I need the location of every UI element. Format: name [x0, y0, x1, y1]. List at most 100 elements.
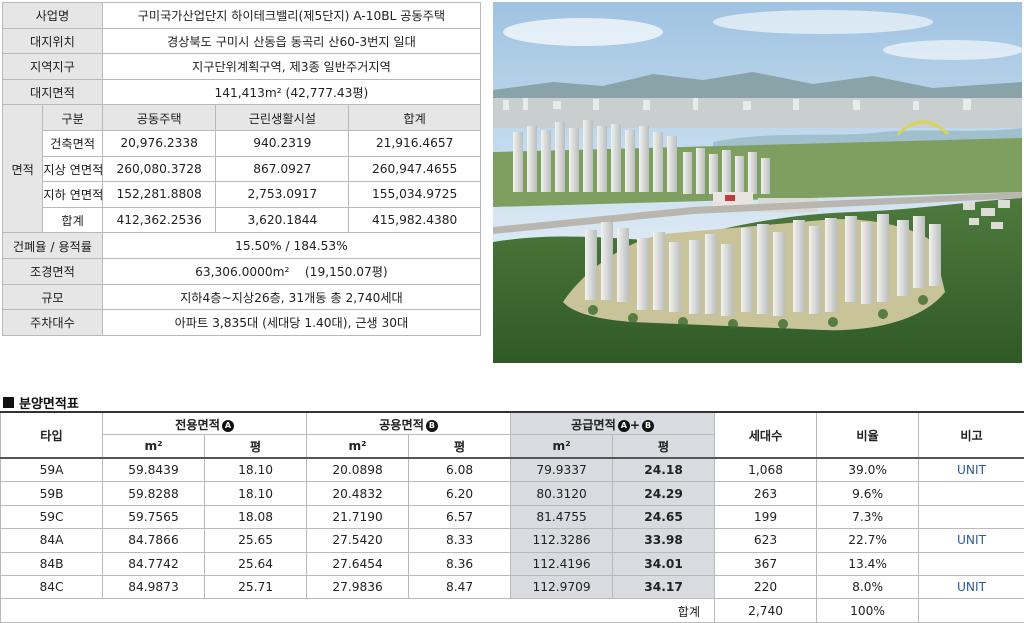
table-row: 59B 59.8288 18.10 20.4832 6.20 80.3120 2…: [0, 481, 1024, 506]
ratio-cell: 39.0%: [816, 457, 920, 483]
area-cell: 260,080.3728: [101, 155, 217, 183]
overview-row-zone: 지역지구 지구단위계획구역, 제3종 일반주거지역: [2, 53, 482, 80]
aerial-view-illustration: [493, 2, 1022, 363]
scale-value: 지하4층~지상26층, 31개동 총 2,740세대: [101, 283, 482, 311]
area-cell: 867.0927: [215, 155, 350, 183]
area-cell: 3,620.1844: [215, 206, 350, 234]
exclusive-m2-cell: 59.7565: [102, 504, 205, 530]
unit-link[interactable]: UNIT: [918, 574, 1024, 600]
overview-row-landscape: 조경면적 63,306.0000m² (19,150.07평): [2, 257, 482, 285]
supply-header-text: 공급면적: [571, 417, 616, 432]
location-value: 경상북도 구미시 산동읍 동곡리 산60-3번지 일대: [101, 27, 482, 55]
overview-row-location: 대지위치 경상북도 구미시 산동읍 동곡리 산60-3번지 일대: [2, 27, 482, 55]
exclusive-m2-cell: 59.8288: [102, 481, 205, 506]
area-cell: 2,753.0917: [215, 181, 350, 208]
area-cell: 20,976.2338: [101, 129, 217, 157]
common-m2-cell: 20.4832: [306, 481, 410, 506]
sale-area-section-title: 분양면적표: [3, 394, 79, 412]
area-header-housing: 공동주택: [101, 104, 217, 131]
supply-m2-cell: 81.4755: [510, 504, 614, 530]
ratio-cell: 9.6%: [816, 481, 920, 506]
common-m2-cell: 20.0898: [306, 457, 410, 483]
area-cell: 152,281.8808: [101, 181, 217, 208]
unit-link[interactable]: UNIT: [918, 457, 1024, 483]
households-cell: 623: [714, 528, 818, 553]
households-header: 세대수: [714, 411, 818, 459]
area-cell: 412,362.2536: [101, 206, 217, 234]
common-header-text: 공용면적: [379, 417, 424, 432]
households-cell: 367: [714, 551, 818, 576]
table-row: 84C 84.9873 25.71 27.9836 8.47 112.9709 …: [0, 574, 1024, 600]
area-header-row: 면적 구분 공동주택 근린생활시설 합계: [1, 104, 481, 234]
location-label: 대지위치: [2, 27, 103, 55]
area-cell: 155,034.9725: [348, 181, 481, 208]
area-cell: 415,982.4380: [348, 206, 481, 234]
area-row-label: 합계: [42, 206, 103, 234]
supply-area-header: 공급면적 A + B: [510, 411, 716, 435]
exclusive-header-text: 전용면적: [175, 417, 220, 432]
area-cell: 260,947.4655: [348, 155, 481, 183]
square-bullet-icon: [3, 396, 14, 408]
supply-pyeong-cell: 34.17: [612, 574, 716, 600]
unit-pyeong-header: 평: [612, 434, 716, 459]
type-cell: 59C: [0, 504, 103, 530]
common-pyeong-cell: 8.33: [408, 528, 512, 553]
common-m2-cell: 27.6454: [306, 551, 410, 576]
coverage-label: 건폐율 / 용적률: [2, 232, 103, 259]
supply-m2-cell: 112.9709: [510, 574, 614, 600]
badge-a-icon: A: [617, 419, 630, 432]
type-cell: 59A: [0, 457, 103, 483]
common-area-header: 공용면적 B: [306, 411, 512, 435]
area-cell: 940.2319: [215, 129, 350, 157]
ratio-cell: 7.3%: [816, 504, 920, 530]
common-pyeong-cell: 8.47: [408, 574, 512, 600]
common-pyeong-cell: 8.36: [408, 551, 512, 576]
landscape-label: 조경면적: [2, 257, 103, 285]
area-row: 합계 412,362.2536 3,620.1844 415,982.4380: [3, 206, 481, 234]
ratio-header: 비율: [816, 411, 920, 459]
exclusive-pyeong-cell: 25.71: [203, 574, 308, 600]
supply-pyeong-cell: 24.29: [612, 481, 716, 506]
exclusive-pyeong-cell: 18.10: [203, 457, 308, 483]
sale-table-header-row: 타입 전용면적 A 공용면적 B 공급면적 A + B 세대수 비율 비고: [0, 411, 1024, 459]
zone-value: 지구단위계획구역, 제3종 일반주거지역: [101, 53, 482, 80]
unit-m2-header: m²: [102, 434, 205, 459]
area-row-label: 지상 연면적: [42, 155, 103, 183]
parking-value: 아파트 3,835대 (세대당 1.40대), 근생 30대: [101, 309, 482, 336]
common-pyeong-cell: 6.57: [408, 504, 512, 530]
area-header-total: 합계: [348, 104, 481, 131]
badge-b-icon: B: [642, 419, 655, 432]
scale-label: 규모: [2, 283, 103, 311]
unit-link[interactable]: UNIT: [918, 528, 1024, 553]
area-label: 면적: [1, 104, 44, 234]
area-row-label: 지하 연면적: [42, 181, 103, 208]
zone-label: 지역지구: [2, 53, 103, 80]
section-title-text: 분양면적표: [19, 396, 79, 412]
area-row: 지상 연면적 260,080.3728 867.0927 260,947.465…: [3, 155, 481, 183]
overview-row-project: 사업명 구미국가산업단지 하이테크밸리(제5단지) A-10BL 공동주택: [2, 2, 482, 29]
overview-row-scale: 규모 지하4층~지상26층, 31개동 총 2,740세대: [2, 283, 482, 311]
common-pyeong-cell: 6.20: [408, 481, 512, 506]
project-value: 구미국가산업단지 하이테크밸리(제5단지) A-10BL 공동주택: [101, 2, 482, 29]
supply-m2-cell: 80.3120: [510, 481, 614, 506]
project-label: 사업명: [2, 2, 103, 29]
overview-row-coverage: 건폐율 / 용적률 15.50% / 184.53%: [2, 232, 482, 259]
area-row-label: 건축면적: [42, 129, 103, 157]
type-cell: 84C: [0, 574, 103, 600]
total-note-cell: [918, 598, 1024, 623]
site-area-label: 대지면적: [2, 78, 103, 106]
type-cell: 59B: [0, 481, 103, 506]
total-row: 합계 2,740 100%: [0, 598, 1024, 623]
table-row: 84B 84.7742 25.64 27.6454 8.36 112.4196 …: [0, 551, 1024, 576]
overview-row-parking: 주차대수 아파트 3,835대 (세대당 1.40대), 근생 30대: [2, 309, 482, 336]
households-cell: 199: [714, 504, 818, 530]
coverage-value: 15.50% / 184.53%: [101, 232, 482, 259]
exclusive-m2-cell: 59.8439: [102, 457, 205, 483]
area-row: 건축면적 20,976.2338 940.2319 21,916.4657: [3, 129, 481, 157]
unit-pyeong-header: 평: [408, 434, 512, 459]
households-cell: 263: [714, 481, 818, 506]
exclusive-m2-cell: 84.7742: [102, 551, 205, 576]
unit-m2-header: m²: [510, 434, 614, 459]
note-cell: [918, 551, 1024, 576]
area-header-commercial: 근린생활시설: [215, 104, 350, 131]
